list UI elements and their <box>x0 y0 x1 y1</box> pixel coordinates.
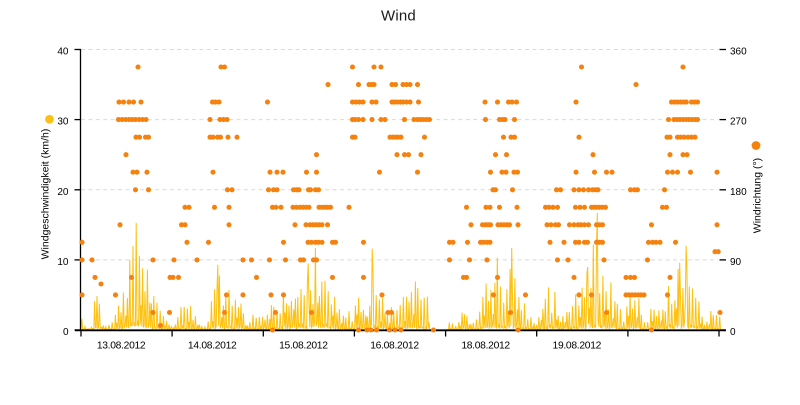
svg-text:16.08.2012: 16.08.2012 <box>370 341 419 352</box>
svg-text:90: 90 <box>730 257 742 268</box>
svg-text:Windgeschwindigkeit (km/h): Windgeschwindigkeit (km/h) <box>40 129 52 260</box>
svg-text:10: 10 <box>57 257 69 268</box>
svg-text:Windrichtung (°): Windrichtung (°) <box>752 158 764 233</box>
svg-text:180: 180 <box>730 187 747 198</box>
svg-text:360: 360 <box>730 47 747 58</box>
svg-text:19.08.2012: 19.08.2012 <box>553 341 602 352</box>
svg-text:20: 20 <box>57 187 69 198</box>
svg-text:Wind: Wind <box>381 8 416 25</box>
svg-text:0: 0 <box>63 327 69 338</box>
svg-text:14.08.2012: 14.08.2012 <box>188 341 237 352</box>
svg-text:0: 0 <box>730 327 736 338</box>
svg-text:13.08.2012: 13.08.2012 <box>97 341 146 352</box>
svg-text:40: 40 <box>57 47 69 58</box>
svg-text:18.08.2012: 18.08.2012 <box>461 341 510 352</box>
svg-text:270: 270 <box>730 117 747 128</box>
svg-text:15.08.2012: 15.08.2012 <box>279 341 328 352</box>
svg-text:30: 30 <box>57 117 69 128</box>
